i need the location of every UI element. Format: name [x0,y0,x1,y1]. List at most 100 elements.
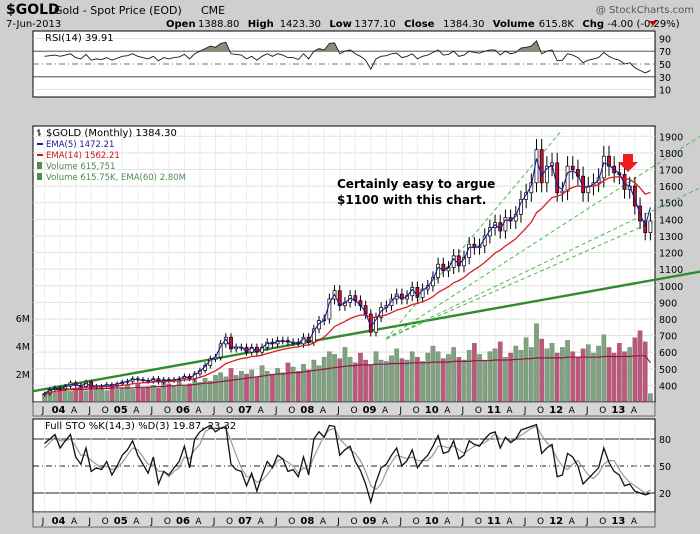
x-tick-label: J [41,406,45,416]
x-tick-label: 08 [300,516,314,527]
x-tick-label: 10 [425,516,439,527]
x-tick-label: J [150,406,154,416]
ohlc-value-1: 1423.30 [280,19,321,30]
x-tick-label: O [350,406,357,416]
volume-bar [642,341,648,403]
volume-bar [327,351,332,403]
x-tick-label: A [569,517,576,527]
ohlc-value-5: -4.00 (-0.29%) [607,19,679,30]
volume-tick-label: 2M [16,370,30,381]
ohlc-label-1: High [248,19,274,30]
volume-bar [321,357,327,403]
volume-bar [399,358,405,403]
volume-bar [109,386,115,403]
legend-item: $GOLD (Monthly) 1384.30 [46,128,177,139]
candle-body [379,306,384,318]
red-arrow-icon [618,154,638,172]
volume-bar [156,387,161,403]
x-tick-label: O [599,517,606,527]
x-tick-label: A [444,517,451,527]
price-tick-label: 1500 [659,199,683,210]
volume-bar [492,348,498,403]
volume-bar [171,386,177,403]
volume-bar [482,359,488,403]
candle-body [648,220,653,233]
volume-bar [130,389,135,403]
volume-bar [228,368,234,403]
chart-exchange: CME [201,4,225,17]
price-tick-label: 1000 [659,282,683,293]
volume-bar [52,392,58,403]
trendline-solid [32,270,700,393]
trendline-dashed [386,187,700,340]
x-tick-label: O [102,406,109,416]
ohlc-label-2: Low [329,19,351,30]
ohlc-value-0: 1388.80 [198,19,239,30]
x-tick-label: A [195,406,202,416]
x-tick-label: A [195,517,202,527]
candle-body [524,192,529,200]
x-tick-label: J [523,517,527,527]
price-tick-label: 1300 [659,232,683,243]
price-tick-label: 900 [659,298,677,309]
volume-bar [430,345,436,403]
rsi-tick-label: 90 [659,34,671,45]
volume-bar [249,369,255,403]
x-tick-label: O [350,517,357,527]
bar-legend-icon [37,173,42,180]
volume-bar [94,389,99,403]
x-tick-label: 13 [611,516,625,527]
volume-bar [378,359,384,403]
annotation-line-2: $1100 with this chart. [337,193,486,207]
volume-bar [145,386,151,403]
x-tick-label: O [226,406,233,416]
volume-bar [311,359,317,403]
x-tick-label: 13 [611,405,625,416]
volume-bar [518,350,524,403]
x-tick-label: J [274,517,278,527]
volume-bar [332,354,337,403]
volume-bar [114,389,120,403]
volume-bar [342,347,348,403]
candle-body [503,217,508,232]
x-tick-label: J [585,406,589,416]
volume-bar [440,358,446,403]
volume-bar [347,357,353,403]
x-tick-label: J [41,517,45,527]
rsi-label: RSI(14) 39.91 [45,33,114,44]
volume-bar [451,347,456,403]
volume-bar [570,351,576,403]
x-tick-label: A [631,517,638,527]
volume-bar [622,351,627,403]
candle-body [565,165,570,192]
volume-bar [218,372,223,403]
price-tick-label: 1600 [659,182,683,193]
candle-body [555,162,560,194]
volume-bar [161,382,167,403]
ohlc-value-3: 1384.30 [443,19,484,30]
candle-body [441,263,446,272]
volume-bar [301,364,306,403]
volume-bar [611,352,617,403]
volume-bar [197,382,203,403]
volume-bar [648,393,653,403]
volume-bar [68,390,73,403]
x-tick-label: 04 [52,516,66,527]
down-arrow-icon [649,21,657,26]
x-axis-bottom [32,511,656,528]
price-tick-label: 700 [659,332,677,343]
x-tick-label: O [288,517,295,527]
x-tick-label: 12 [549,405,563,416]
x-axis-top [32,401,656,417]
legend-item: EMA(14) 1562.21 [46,151,120,161]
ema14-line [44,175,651,395]
volume-bar [549,343,555,403]
price-tick-label: 500 [659,365,677,376]
volume-bar [394,348,400,403]
candle-body [607,155,611,167]
volume-bar [254,376,260,403]
x-tick-label: A [320,517,327,527]
volume-bar [560,347,565,403]
volume-bar [456,357,462,403]
